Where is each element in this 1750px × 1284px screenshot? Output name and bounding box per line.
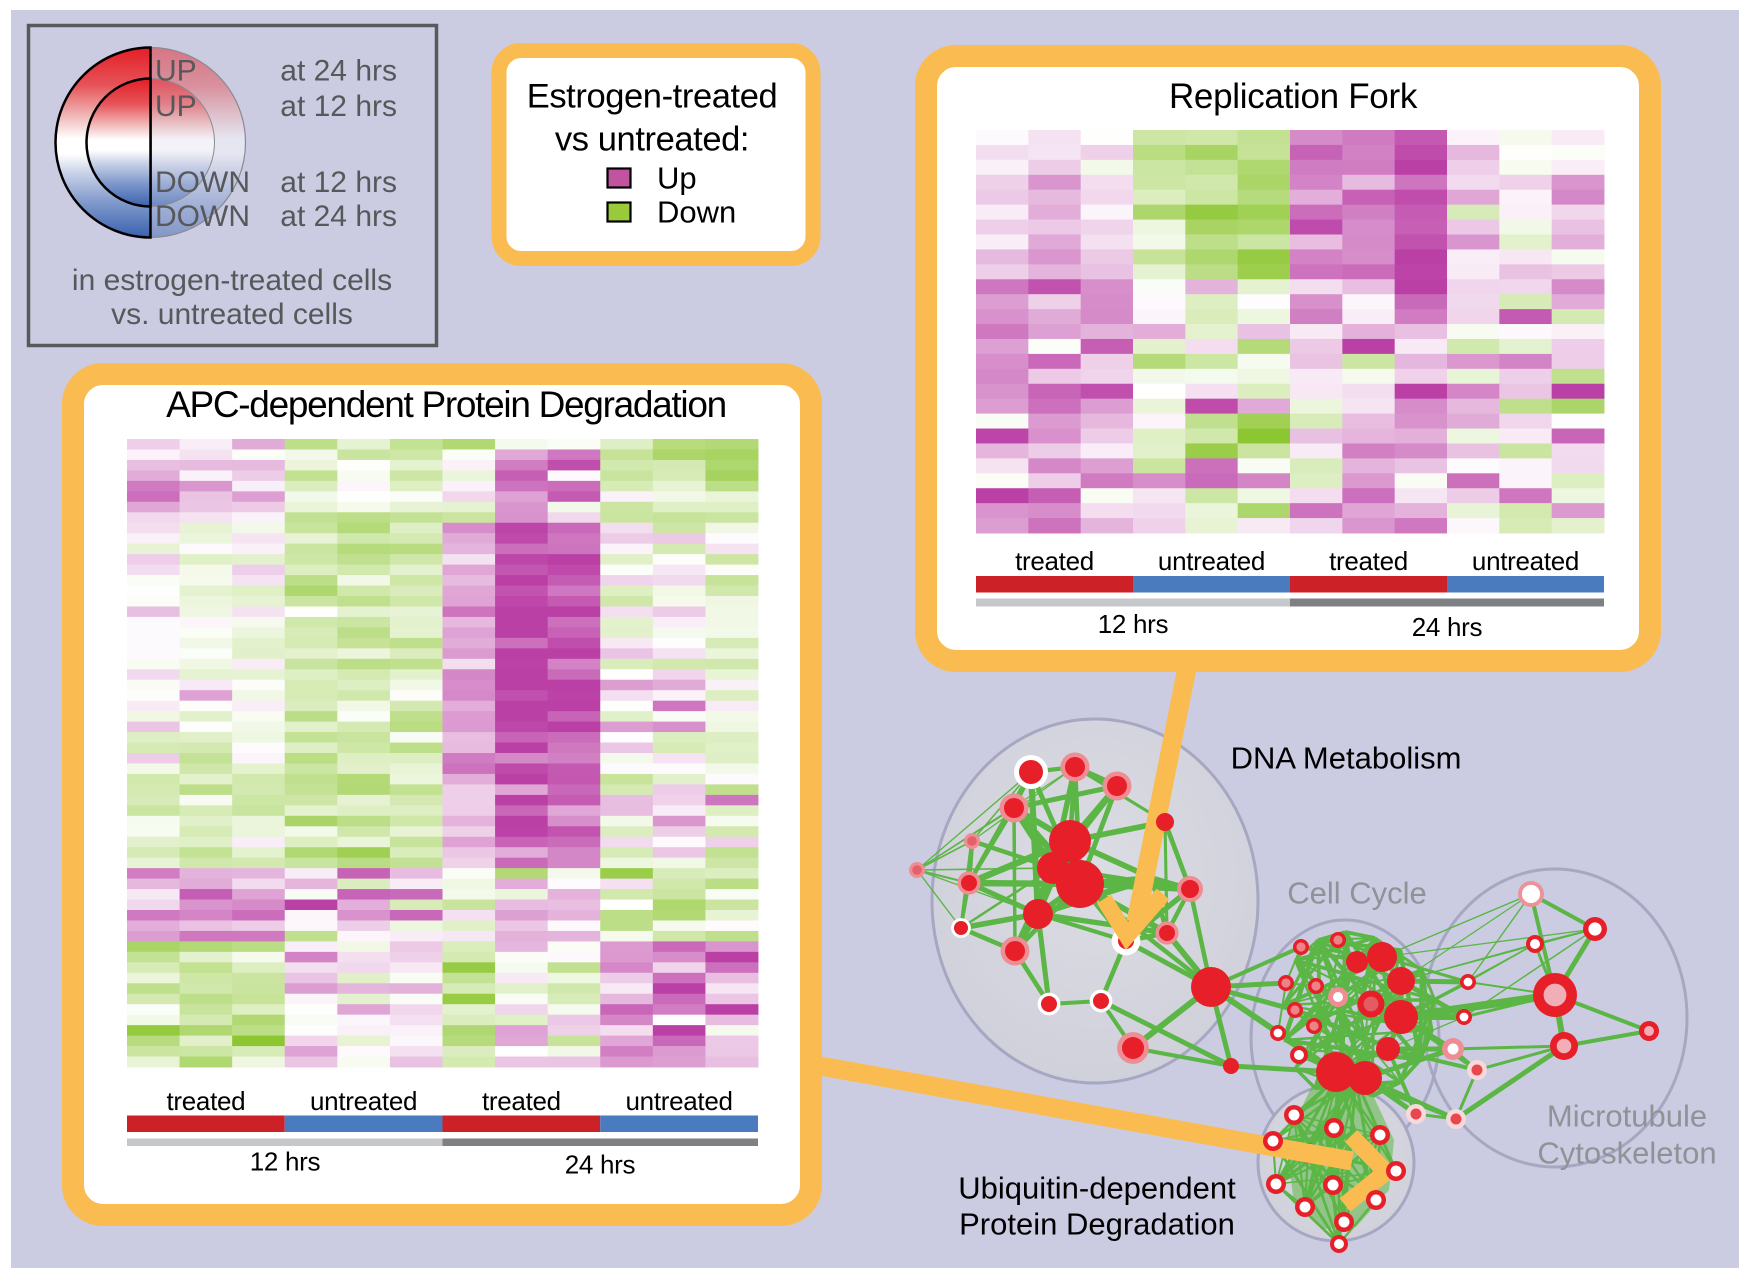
svg-text:12 hrs: 12 hrs [250, 1147, 321, 1177]
svg-text:treated: treated [166, 1086, 245, 1116]
svg-text:UP: UP [155, 90, 197, 123]
svg-text:24 hrs: 24 hrs [1412, 612, 1483, 642]
svg-text:APC-dependent Protein Degradat: APC-dependent Protein Degradation [166, 384, 726, 425]
svg-text:Cell Cycle: Cell Cycle [1287, 876, 1427, 911]
svg-text:at 12 hrs: at 12 hrs [280, 166, 397, 199]
svg-text:DOWN: DOWN [155, 200, 250, 233]
svg-text:vs. untreated cells: vs. untreated cells [111, 298, 353, 331]
svg-text:24 hrs: 24 hrs [565, 1150, 636, 1180]
svg-text:Up: Up [657, 161, 697, 196]
svg-text:Cytoskeleton: Cytoskeleton [1537, 1136, 1716, 1171]
svg-text:DOWN: DOWN [155, 166, 250, 199]
svg-text:Replication Fork: Replication Fork [1169, 77, 1418, 116]
svg-text:at 12 hrs: at 12 hrs [280, 90, 397, 123]
svg-text:12 hrs: 12 hrs [1098, 609, 1169, 639]
svg-text:DNA Metabolism: DNA Metabolism [1231, 741, 1462, 776]
svg-text:treated: treated [1015, 546, 1094, 576]
svg-text:Ubiquitin-dependent: Ubiquitin-dependent [958, 1171, 1236, 1206]
svg-text:untreated: untreated [1472, 546, 1579, 576]
svg-text:Protein Degradation: Protein Degradation [959, 1207, 1235, 1242]
svg-text:treated: treated [482, 1086, 561, 1116]
svg-text:untreated: untreated [1158, 546, 1265, 576]
svg-text:Microtubule: Microtubule [1547, 1099, 1707, 1134]
svg-text:treated: treated [1329, 546, 1408, 576]
svg-text:in estrogen-treated cells: in estrogen-treated cells [72, 264, 392, 297]
svg-text:untreated: untreated [626, 1086, 733, 1116]
svg-text:UP: UP [155, 55, 197, 88]
svg-text:at 24 hrs: at 24 hrs [280, 55, 397, 88]
svg-text:vs untreated:: vs untreated: [555, 121, 749, 159]
svg-text:Estrogen-treated: Estrogen-treated [527, 78, 778, 116]
svg-text:at 24 hrs: at 24 hrs [280, 200, 397, 233]
svg-text:Down: Down [657, 195, 736, 230]
svg-text:untreated: untreated [310, 1086, 417, 1116]
